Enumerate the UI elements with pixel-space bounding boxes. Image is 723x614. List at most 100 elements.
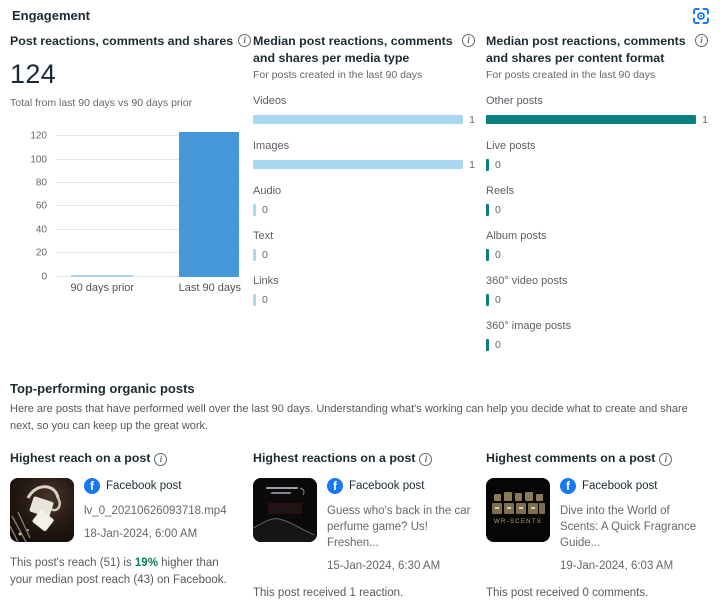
median-label: Album posts	[486, 230, 547, 243]
median-bar	[253, 293, 256, 306]
metrics-grid: Post reactions, comments and shares i 12…	[10, 33, 713, 351]
median-row-other-posts: Other posts 1	[486, 95, 708, 126]
median-bar	[253, 115, 464, 125]
median-label: Other posts	[486, 95, 543, 108]
expand-icon[interactable]	[689, 4, 713, 28]
highest-reach-title: Highest reach on a post	[10, 451, 151, 466]
thumbnail-brand-text: WR-SCENTS	[494, 518, 542, 525]
page-title: Engagement	[12, 8, 91, 23]
median-value: 1	[469, 158, 475, 171]
post-summary: This post received 1 reaction.	[253, 587, 404, 600]
post-summary: This post received 0 comments.	[486, 587, 649, 600]
median-bar	[486, 203, 489, 216]
median-value: 1	[469, 113, 475, 126]
post-date: 18-Jan-2024, 6:00 AM	[84, 528, 198, 541]
post-source-row[interactable]: f Facebook post	[327, 478, 475, 495]
post-content[interactable]: lv_0_20210626093718.mp4	[84, 505, 227, 518]
top-posts-section: Top-performing organic posts Here are po…	[10, 381, 713, 614]
median-row-text: Text 0	[253, 230, 475, 261]
info-icon[interactable]: i	[695, 34, 708, 47]
median-row-audio: Audio 0	[253, 185, 475, 216]
info-icon[interactable]: i	[462, 34, 475, 47]
x-label-last: Last 90 days	[178, 281, 241, 294]
info-icon[interactable]: i	[154, 452, 168, 466]
info-icon[interactable]: i	[419, 452, 433, 466]
median-label: Audio	[253, 185, 282, 198]
median-value: 0	[495, 203, 501, 216]
median-bar	[253, 203, 256, 216]
median-row-360-video-posts: 360° video posts 0	[486, 275, 708, 306]
post-date: 19-Jan-2024, 6:03 AM	[560, 560, 674, 573]
post-content[interactable]: Guess who's back in the car perfume game…	[327, 505, 471, 550]
median-row-images: Images 1	[253, 140, 475, 171]
post-thumbnail[interactable]: WR-SCENTS	[486, 478, 550, 543]
median-value: 0	[495, 293, 501, 306]
post-source-row[interactable]: f Facebook post	[84, 478, 242, 495]
highest-reach-card: Highest reach on a post i	[10, 450, 242, 614]
median-bar	[486, 115, 697, 125]
bar-90-days-prior	[71, 274, 133, 277]
post-thumbnail[interactable]	[10, 478, 74, 543]
post-source-row[interactable]: f Facebook post	[560, 478, 708, 495]
highest-comments-title: Highest comments on a post	[486, 451, 656, 466]
median-label: 360° video posts	[486, 275, 568, 288]
median-bar	[486, 293, 489, 306]
reactions-card: Post reactions, comments and shares i 12…	[10, 33, 252, 351]
x-axis-labels: 90 days prior Last 90 days	[56, 282, 242, 294]
bar-slot-prior	[56, 127, 148, 277]
median-label: Images	[253, 140, 290, 153]
median-value: 0	[495, 248, 501, 261]
median-value: 1	[702, 113, 708, 126]
median-bar	[486, 248, 489, 261]
median-row-live-posts: Live posts 0	[486, 140, 708, 171]
post-source-label: Facebook post	[106, 480, 182, 493]
median-row-album-posts: Album posts 0	[486, 230, 708, 261]
median-row-videos: Videos 1	[253, 95, 475, 126]
post-date: 15-Jan-2024, 6:30 AM	[327, 560, 441, 573]
facebook-icon: f	[327, 478, 343, 495]
median-row-links: Links 0	[253, 275, 475, 306]
content-format-subtitle: For posts created in the last 90 days	[486, 69, 656, 82]
bar-slot-last	[148, 127, 240, 277]
post-source-label: Facebook post	[349, 480, 425, 493]
median-value: 0	[262, 293, 268, 306]
median-value: 0	[262, 203, 268, 216]
facebook-icon: f	[84, 478, 100, 495]
content-format-card: Median post reactions, comments and shar…	[486, 33, 708, 351]
median-value: 0	[262, 248, 268, 261]
median-bar	[486, 158, 489, 171]
media-type-card: Median post reactions, comments and shar…	[253, 33, 475, 351]
median-bar	[253, 248, 256, 261]
post-summary: This post's reach (51) is 19% higher tha…	[10, 557, 227, 587]
median-label: 360° image posts	[486, 320, 572, 333]
median-label: Links	[253, 275, 279, 288]
reactions-total: 124	[10, 58, 56, 89]
info-icon[interactable]: i	[238, 34, 252, 47]
top-posts-title: Top-performing organic posts	[10, 381, 195, 397]
median-value: 0	[495, 158, 501, 171]
post-thumbnail[interactable]	[253, 478, 317, 543]
x-label-prior: 90 days prior	[70, 281, 135, 294]
median-value: 0	[495, 338, 501, 351]
median-label: Text	[253, 230, 274, 243]
engagement-page: Engagement Post reactions, comments and …	[10, 4, 713, 599]
reactions-subtitle: Total from last 90 days vs 90 days prior	[10, 96, 193, 109]
post-source-label: Facebook post	[582, 480, 658, 493]
median-row-360-image-posts: 360° image posts 0	[486, 320, 708, 351]
top-posts-grid: Highest reach on a post i	[10, 450, 713, 614]
median-row-reels: Reels 0	[486, 185, 708, 216]
reactions-card-title: Post reactions, comments and shares	[10, 34, 234, 48]
content-format-card-title: Median post reactions, comments and shar…	[486, 34, 686, 65]
highest-reactions-card: Highest reactions on a post i	[253, 450, 475, 614]
summary-highlight: 19%	[134, 557, 158, 570]
highest-comments-card: Highest comments on a post i	[486, 450, 708, 614]
facebook-icon: f	[560, 478, 576, 495]
median-label: Live posts	[486, 140, 536, 153]
post-content[interactable]: Dive into the World of Scents: A Quick F…	[560, 505, 697, 550]
info-icon[interactable]: i	[659, 452, 673, 466]
top-posts-description: Here are posts that have performed well …	[10, 403, 688, 432]
median-label: Videos	[253, 95, 287, 108]
reactions-chart-plot: 0 20 40 60 80 100 120	[30, 127, 240, 282]
media-type-card-title: Median post reactions, comments and shar…	[253, 34, 453, 65]
bar-last-90-days	[179, 131, 239, 277]
